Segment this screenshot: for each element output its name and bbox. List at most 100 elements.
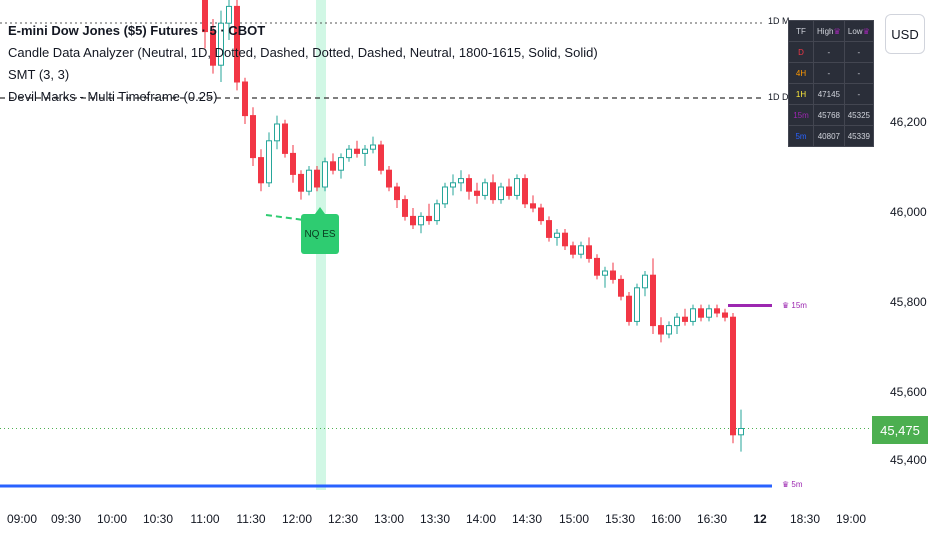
candle-body: [370, 144, 376, 150]
candle-body: [626, 295, 632, 322]
price-tick: 45,400: [890, 453, 927, 467]
candle-body: [562, 232, 568, 247]
candle-body: [426, 215, 432, 222]
candle-body: [218, 22, 224, 66]
candle-body: [314, 169, 320, 188]
price-tick: 46,000: [890, 205, 927, 219]
candle-body: [210, 31, 216, 66]
tf-cell: 4H: [788, 62, 814, 84]
currency-button[interactable]: USD: [885, 14, 925, 54]
time-tick: 10:00: [96, 512, 128, 526]
candle-body: [690, 308, 696, 322]
time-tick: 10:30: [142, 512, 174, 526]
candle-body: [530, 203, 536, 209]
candle-body: [610, 270, 616, 280]
low-cell: -: [843, 41, 875, 63]
candle-body: [570, 245, 576, 255]
candle-body: [506, 186, 512, 196]
time-tick: 11:30: [236, 512, 266, 526]
candle-body: [258, 157, 264, 184]
candle-body: [442, 186, 448, 205]
candle-body: [674, 316, 680, 327]
candle-body: [282, 123, 288, 154]
line-label-1d-m: 1D M: [768, 16, 790, 26]
candle-body: [706, 308, 712, 318]
candle-body: [466, 178, 472, 192]
candle-body: [386, 169, 392, 188]
indicator-candle-data-analyzer[interactable]: Candle Data Analyzer (Neutral, 1D, Dotte…: [8, 45, 598, 60]
tf-cell: 15m: [788, 104, 814, 126]
candle-body: [274, 123, 280, 142]
candle-body: [730, 316, 736, 436]
time-tick-day: 12: [753, 512, 767, 526]
low-cell: -: [843, 62, 875, 84]
candle-body: [434, 203, 440, 222]
candle-body: [474, 190, 480, 196]
symbol-title[interactable]: E-mini Dow Jones ($5) Futures · 5 · CBOT: [8, 23, 266, 38]
price-tick: 46,200: [890, 115, 927, 129]
candle-body: [482, 182, 488, 196]
candle-body: [658, 325, 664, 335]
candle-body: [642, 274, 648, 289]
timeframe-table: TF High♛ Low♛ D - - 4H - - 1H 47145 - 15…: [788, 20, 875, 147]
indicator-smt[interactable]: SMT (3, 3): [8, 67, 70, 82]
candle-body: [418, 215, 424, 226]
low-cell: 45325: [843, 104, 875, 126]
candle-body: [650, 274, 656, 327]
smt-line: [265, 214, 305, 221]
time-tick: 16:30: [696, 512, 728, 526]
time-tick: 15:00: [558, 512, 590, 526]
candle-body: [738, 428, 744, 436]
tf-row-15m: 15m 45768 45325: [788, 104, 875, 126]
time-tick: 09:30: [50, 512, 82, 526]
time-tick: 13:30: [419, 512, 451, 526]
indicator-devil-marks[interactable]: Devil Marks - Multi Timeframe (0.25): [8, 89, 218, 104]
candle-body: [346, 148, 352, 159]
candle-body: [202, 0, 208, 33]
time-tick: 09:00: [6, 512, 38, 526]
current-price-label: 45,475: [872, 416, 928, 444]
candle-body: [634, 287, 640, 322]
candle-body: [698, 308, 704, 318]
tf-table-header: TF High♛ Low♛: [788, 20, 875, 42]
time-tick: 18:30: [789, 512, 821, 526]
candle-body: [402, 199, 408, 217]
tf-row-d: D - -: [788, 41, 875, 63]
high-cell: -: [813, 62, 845, 84]
candle-body: [554, 232, 560, 238]
candle-body: [450, 182, 456, 188]
time-tick: 15:30: [604, 512, 636, 526]
devil-icon: ♛: [782, 301, 792, 310]
candle-body: [602, 270, 608, 276]
smt-badge[interactable]: NQ ES: [301, 207, 339, 254]
candle-body: [290, 152, 296, 175]
candle-body: [378, 144, 384, 171]
tf-cell: 1H: [788, 83, 814, 105]
time-tick: 12:30: [327, 512, 359, 526]
time-tick: 14:00: [465, 512, 497, 526]
price-tick: 45,800: [890, 295, 927, 309]
tf-header: TF: [788, 20, 814, 42]
candle-body: [298, 173, 304, 192]
candle-body: [666, 325, 672, 335]
time-tick: 16:00: [650, 512, 682, 526]
low-cell: -: [843, 83, 875, 105]
candle-body: [410, 215, 416, 226]
candle-body: [354, 148, 360, 154]
time-tick: 11:00: [190, 512, 220, 526]
chart-legend: E-mini Dow Jones ($5) Futures · 5 · CBOT…: [8, 20, 598, 108]
candle-body: [714, 308, 720, 314]
price-axis[interactable]: 46,200 46,000 45,800 45,600 45,400: [880, 60, 932, 500]
line-label-1d-d: 1D D: [768, 92, 789, 102]
candle-body: [618, 278, 624, 297]
low-header: Low♛: [843, 20, 875, 42]
candle-body: [330, 161, 336, 171]
candle-body: [362, 148, 368, 154]
price-tick: 45,600: [890, 385, 927, 399]
candle-body: [226, 5, 232, 24]
candle-body: [498, 186, 504, 201]
candle-body: [306, 169, 312, 192]
tf-row-5m: 5m 40807 45339: [788, 125, 875, 147]
time-axis[interactable]: 09:00 09:30 10:00 10:30 11:00 11:30 12:0…: [0, 504, 880, 544]
mark-5m-label: ♛ 5m: [782, 480, 803, 489]
